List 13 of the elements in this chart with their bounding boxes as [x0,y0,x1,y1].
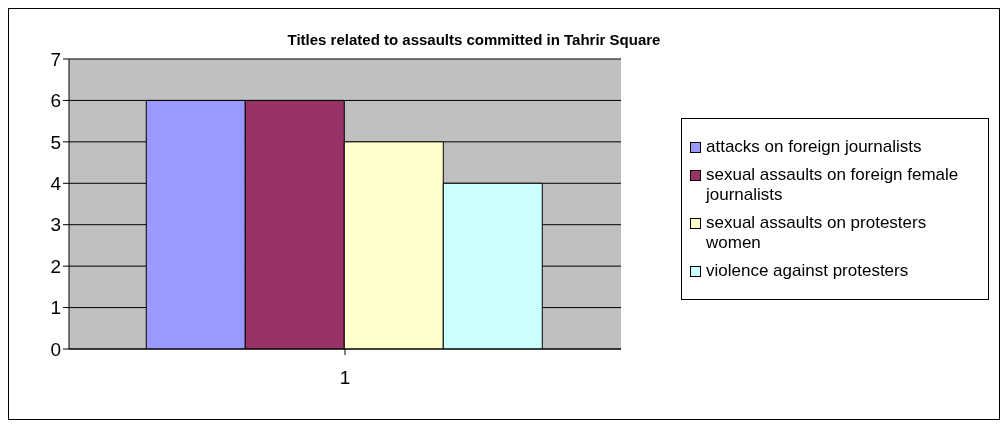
legend-label: sexual assaults on protesters women [706,213,928,253]
y-tick-label: 6 [50,90,61,112]
y-tick-label: 1 [50,297,61,319]
legend-label: sexual assaults on foreign female journalists [706,165,960,205]
legend-label: violence against protesters [706,261,909,281]
y-tick-label: 2 [50,255,61,277]
chart-title: Titles related to assaults committed in Tahrir Square [286,31,662,48]
y-tick-label: 4 [50,173,62,195]
legend-label: attacks on foreign journalists [706,137,922,157]
y-tick-label: 7 [50,48,61,70]
y-tick-label: 5 [50,131,61,153]
y-tick-label: 0 [50,338,61,360]
y-tick-label: 3 [50,214,61,236]
